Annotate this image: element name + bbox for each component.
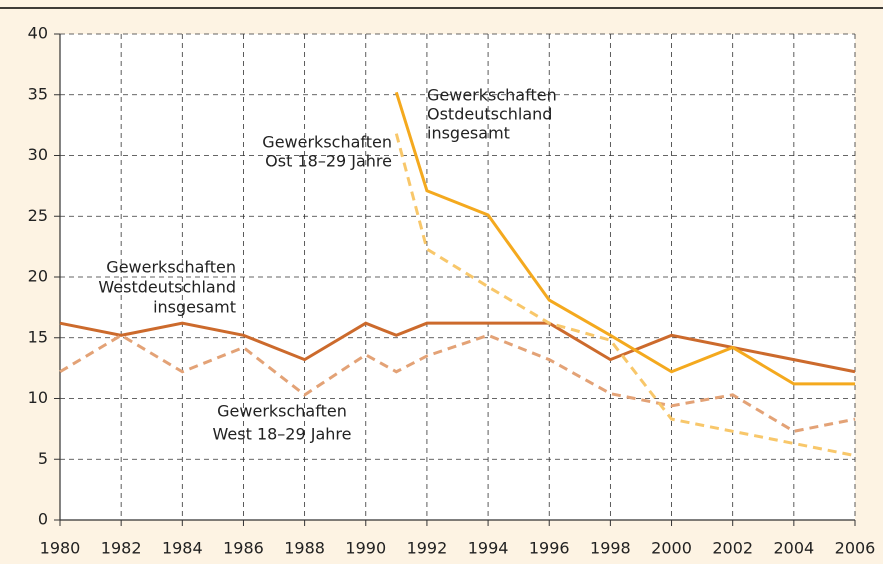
annotation: West 18–29 Jahre [213,425,352,444]
annotation: Ostdeutschland [427,105,552,124]
y-tick-label: 15 [28,327,48,346]
x-tick-label: 1994 [468,539,509,558]
y-tick-label: 40 [28,24,48,43]
x-tick-label: 1980 [40,539,81,558]
series-line [394,91,855,386]
y-tick-label: 20 [28,267,48,286]
y-tick-label: 0 [38,510,48,529]
annotation: insgesamt [153,298,236,317]
annotation: Gewerkschaften [217,402,347,421]
annotation: Gewerkschaften [427,86,557,105]
x-tick-label: 2002 [712,539,753,558]
annotation: insgesamt [427,124,510,143]
x-tick-label: 1992 [407,539,448,558]
x-tick-label: 1996 [529,539,570,558]
x-tick-label: 2004 [773,539,814,558]
y-tick-label: 35 [28,84,48,103]
x-tick-label: 1990 [345,539,386,558]
x-tick-label: 1998 [590,539,631,558]
annotation: Gewerkschaften [106,258,236,277]
x-tick-label: 1986 [223,539,264,558]
annotation: Westdeutschland [98,278,236,297]
x-tick-label: 1988 [284,539,325,558]
y-tick-label: 25 [28,206,48,225]
series-line [394,133,856,458]
series-line [59,321,856,374]
annotation: Gewerkschaften [262,133,392,152]
x-tick-label: 2006 [835,539,876,558]
y-tick-label: 30 [28,145,48,164]
y-tick-label: 10 [28,388,48,407]
series-line [59,333,856,433]
y-tick-label: 5 [38,449,48,468]
x-tick-label: 1982 [101,539,142,558]
annotation: Ost 18–29 Jahre [265,152,392,171]
x-tick-label: 2000 [651,539,692,558]
x-tick-label: 1984 [162,539,203,558]
